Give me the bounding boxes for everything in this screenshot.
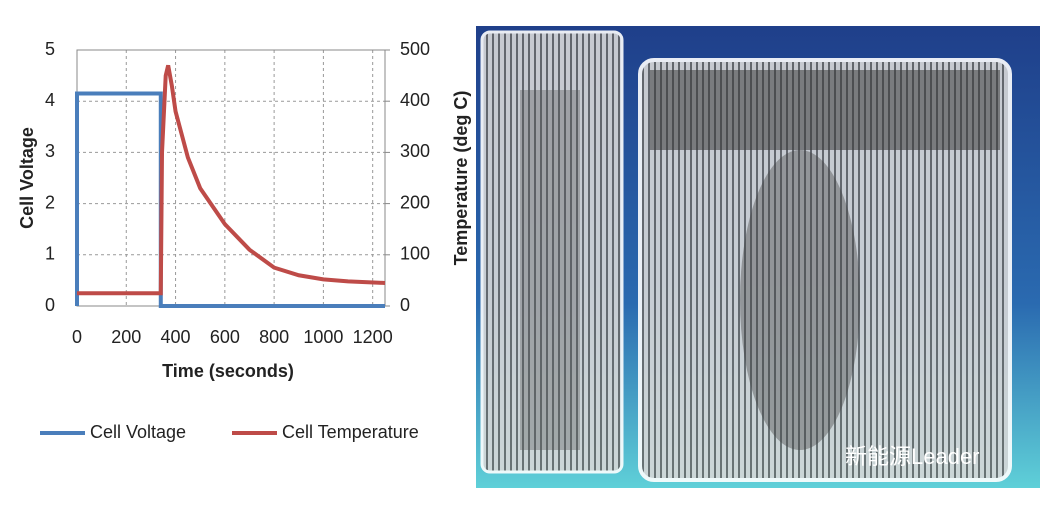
legend-label: Cell Temperature bbox=[282, 422, 419, 442]
y-tick-label: 4 bbox=[45, 90, 55, 110]
y-tick-label: 1 bbox=[45, 244, 55, 264]
x-tick-label: 0 bbox=[72, 327, 82, 347]
watermark: 新能源Leader bbox=[845, 444, 980, 469]
x-tick-label: 800 bbox=[259, 327, 289, 347]
y-tick-label: 5 bbox=[45, 39, 55, 59]
y-tick-label: 3 bbox=[45, 141, 55, 161]
legend-label: Cell Voltage bbox=[90, 422, 186, 442]
x-tick-label: 600 bbox=[210, 327, 240, 347]
x-tick-label: 400 bbox=[161, 327, 191, 347]
ct-images: 新能源Leader bbox=[476, 26, 1040, 488]
y-axis-title: Cell Voltage bbox=[17, 127, 37, 229]
y2-tick-label: 0 bbox=[400, 295, 410, 315]
y2-tick-label: 500 bbox=[400, 39, 430, 59]
x-tick-label: 1000 bbox=[303, 327, 343, 347]
y2-tick-label: 300 bbox=[400, 141, 430, 161]
y2-axis-title: Temperature (deg C) bbox=[451, 91, 471, 266]
y2-tick-label: 100 bbox=[400, 244, 430, 264]
y-tick-label: 0 bbox=[45, 295, 55, 315]
y-tick-label: 2 bbox=[45, 192, 55, 212]
plot-frame bbox=[76, 49, 386, 307]
series-line bbox=[75, 91, 385, 308]
x-axis-title: Time (seconds) bbox=[162, 361, 294, 381]
y2-tick-label: 200 bbox=[400, 192, 430, 212]
x-tick-label: 200 bbox=[111, 327, 141, 347]
x-tick-label: 1200 bbox=[353, 327, 393, 347]
y2-tick-label: 400 bbox=[400, 90, 430, 110]
series-line bbox=[77, 64, 386, 296]
